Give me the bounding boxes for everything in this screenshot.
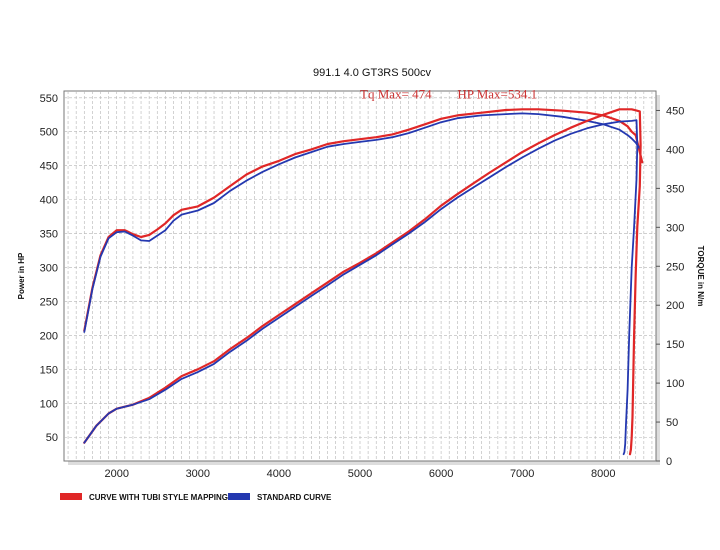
y-right-tick-label: 0 [666,456,672,468]
series-line-standard-torque [83,112,641,333]
y-right-tick-label: 250 [666,261,684,273]
legend-label-tubi: CURVE WITH TUBI STYLE MAPPING [89,493,228,502]
series-line-tubi-torque [83,108,644,332]
legend: CURVE WITH TUBI STYLE MAPPING STANDARD C… [60,493,332,502]
x-tick-label: 7000 [510,468,534,480]
x-tick-label: 5000 [348,468,372,480]
annotations: Tq Max= 474 HP Max=534.1 [360,86,537,101]
legend-swatch-tubi [60,493,82,500]
y-left-tick-label: 150 [40,364,58,376]
x-tick-label: 6000 [429,468,453,480]
y-left-tick-label: 50 [46,432,58,444]
y-right-tick-label: 50 [666,417,678,429]
x-tick-label: 2000 [104,468,128,480]
y-left-tick-label: 500 [40,127,58,139]
y-left-tick-label: 250 [40,296,58,308]
y-left-tick-label: 300 [40,263,58,275]
series-line-tubi-power [83,108,642,456]
chart-title: 991.1 4.0 GT3RS 500cv [313,67,432,79]
y-right-tick-label: 150 [666,339,684,351]
y-right-axis-label: TORQUE in N/m [696,246,705,307]
y-right-tick-label: 450 [666,105,684,117]
x-tick-label: 3000 [186,468,210,480]
y-left-tick-label: 200 [40,330,58,342]
y-right-tick-label: 300 [666,222,684,234]
annotation-label: HP Max=534.1 [457,86,537,101]
x-tick-label: 8000 [591,468,615,480]
legend-swatch-standard [228,493,250,500]
series-line-standard-power [83,119,639,456]
y-right-tick-label: 400 [666,144,684,156]
annotation-label: Tq Max= 474 [360,86,432,101]
y-left-axis-label: Power in HP [17,252,26,299]
y-right-tick-label: 100 [666,378,684,390]
y-left-tick-label: 550 [40,93,58,105]
y-right-tick-label: 350 [666,183,684,195]
x-axis-ticks: 2000 3000 4000 5000 6000 7000 8000 [104,468,615,480]
x-tick-label: 4000 [267,468,291,480]
series-lines [83,108,644,456]
y-left-tick-label: 400 [40,195,58,207]
y-right-axis-ticks: 0 50 100 150 200 250 300 350 400 450 [656,105,684,468]
y-right-tick-label: 200 [666,300,684,312]
y-left-axis-ticks: 50 100 150 200 250 300 350 400 450 500 550 [40,93,58,444]
grid [64,91,656,461]
y-left-tick-label: 100 [40,398,58,410]
y-left-tick-label: 350 [40,229,58,241]
y-left-tick-label: 450 [40,161,58,173]
legend-label-standard: STANDARD CURVE [257,493,332,502]
